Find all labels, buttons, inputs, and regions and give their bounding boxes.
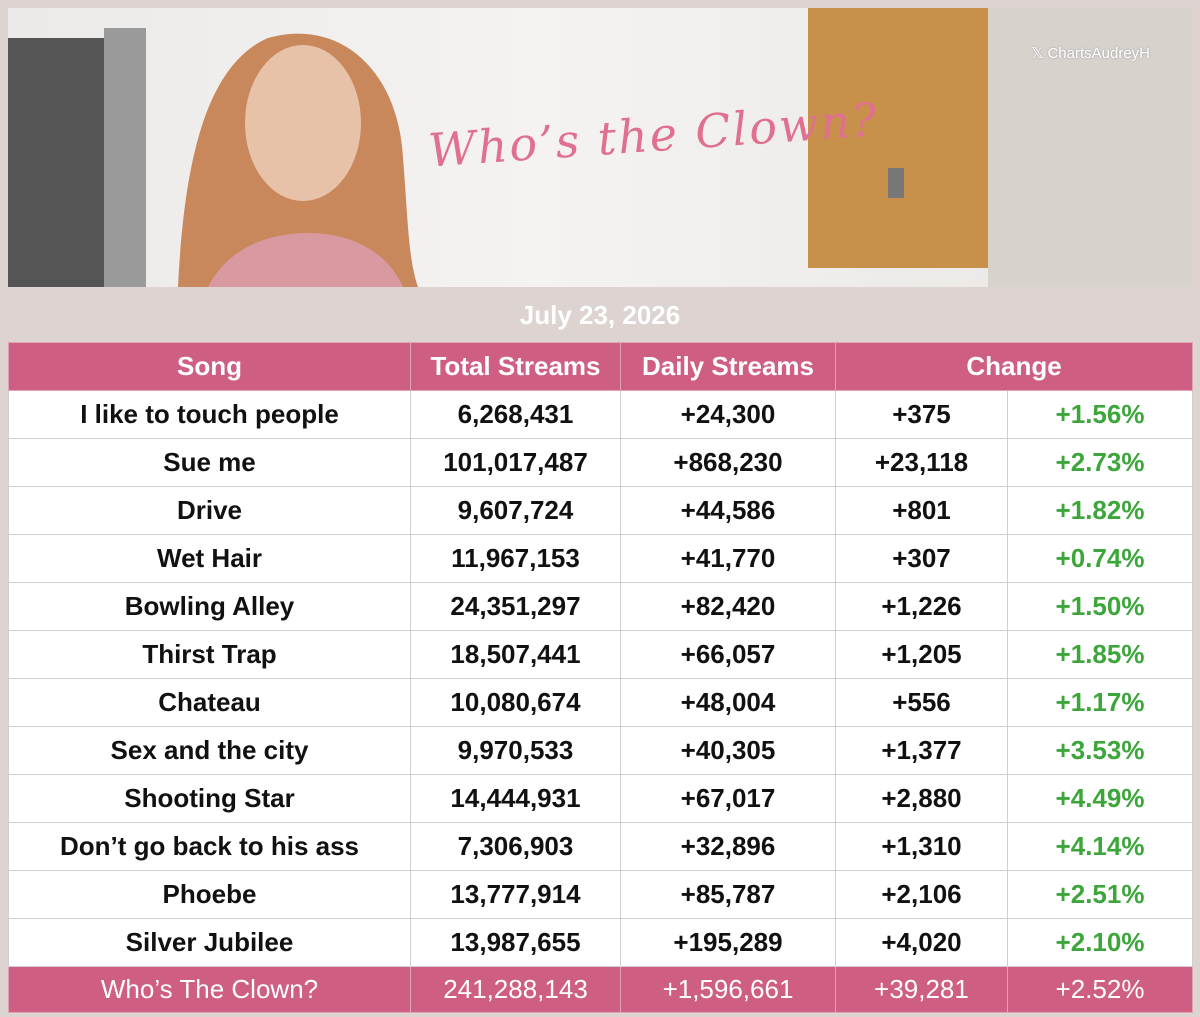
banner: Who’s the Clown? 𝕏 ChartsAudreyH (8, 8, 1192, 287)
header-row: Song Total Streams Daily Streams Change (8, 342, 1193, 391)
table-row: Drive 9,607,724 +44,586 +801 +1.82% (8, 486, 1193, 535)
value-cell: +48,004 (620, 678, 836, 727)
value-cell: +1,596,661 (620, 966, 836, 1013)
wall (988, 8, 1192, 287)
song-cell: Sue me (8, 438, 411, 487)
value-cell: 11,967,153 (410, 534, 621, 583)
value-cell: +24,300 (620, 390, 836, 439)
date: July 23, 2026 (519, 300, 681, 330)
value-cell: +1.17% (1007, 678, 1193, 727)
value-cell: +2.52% (1007, 966, 1193, 1013)
value-cell: +66,057 (620, 630, 836, 679)
value-cell: +3.53% (1007, 726, 1193, 775)
value-cell: +2.51% (1007, 870, 1193, 919)
column-header: Daily Streams (620, 342, 836, 391)
value-cell: +2.10% (1007, 918, 1193, 967)
value-cell: 6,268,431 (410, 390, 621, 439)
song-cell: I like to touch people (8, 390, 411, 439)
value-cell: 9,970,533 (410, 726, 621, 775)
table-row: Silver Jubilee 13,987,655 +195,289 +4,020 +2… (8, 918, 1193, 967)
song-cell: Chateau (8, 678, 411, 727)
song-cell: Phoebe (8, 870, 411, 919)
column-header: Change (835, 342, 1193, 391)
value-cell: 9,607,724 (410, 486, 621, 535)
value-cell: +4.14% (1007, 822, 1193, 871)
song-cell: Thirst Trap (8, 630, 411, 679)
value-cell: +375 (835, 390, 1008, 439)
value-cell: +2,106 (835, 870, 1008, 919)
value-cell: +2,880 (835, 774, 1008, 823)
face (245, 45, 361, 201)
value-cell: +23,118 (835, 438, 1008, 487)
value-cell: +85,787 (620, 870, 836, 919)
value-cell: +4,020 (835, 918, 1008, 967)
value-cell: +1,310 (835, 822, 1008, 871)
value-cell: 241,288,143 (410, 966, 621, 1013)
value-cell: 14,444,931 (410, 774, 621, 823)
watermark-text: ChartsAudreyH (1047, 45, 1150, 62)
fridge (8, 38, 108, 287)
value-cell: +0.74% (1007, 534, 1193, 583)
table-row: I like to touch people 6,268,431 +24,300 +3… (8, 390, 1193, 439)
banner-art (8, 8, 1192, 287)
value-cell: +195,289 (620, 918, 836, 967)
table-row: Sex and the city 9,970,533 +40,305 +1,377 +3… (8, 726, 1193, 775)
song-cell: Silver Jubilee (8, 918, 411, 967)
value-cell: 7,306,903 (410, 822, 621, 871)
value-cell: +1.85% (1007, 630, 1193, 679)
song-cell: Don’t go back to his ass (8, 822, 411, 871)
song-cell: Shooting Star (8, 774, 411, 823)
watermark: 𝕏 ChartsAudreyH (1031, 45, 1150, 62)
value-cell: +1,205 (835, 630, 1008, 679)
value-cell: +32,896 (620, 822, 836, 871)
value-cell: 101,017,487 (410, 438, 621, 487)
value-cell: +556 (835, 678, 1008, 727)
value-cell: +82,420 (620, 582, 836, 631)
song-cell: Sex and the city (8, 726, 411, 775)
cabinet-handle (888, 168, 904, 198)
table-row: Thirst Trap 18,507,441 +66,057 +1,205 +1.85% (8, 630, 1193, 679)
table-row: Bowling Alley 24,351,297 +82,420 +1,226 +1.5… (8, 582, 1193, 631)
value-cell: +1.82% (1007, 486, 1193, 535)
column-header: Total Streams (410, 342, 621, 391)
song-cell: Wet Hair (8, 534, 411, 583)
value-cell: +1,377 (835, 726, 1008, 775)
song-cell: Bowling Alley (8, 582, 411, 631)
value-cell: 18,507,441 (410, 630, 621, 679)
table-row: Sue me 101,017,487 +868,230 +23,118 +2.73% (8, 438, 1193, 487)
value-cell: +1.50% (1007, 582, 1193, 631)
value-cell: +2.73% (1007, 438, 1193, 487)
cabinet (808, 8, 988, 268)
value-cell: +868,230 (620, 438, 836, 487)
fridge-edge (104, 28, 146, 287)
value-cell: +40,305 (620, 726, 836, 775)
value-cell: 10,080,674 (410, 678, 621, 727)
value-cell: +4.49% (1007, 774, 1193, 823)
value-cell: 13,987,655 (410, 918, 621, 967)
value-cell: +39,281 (835, 966, 1008, 1013)
table-row: Wet Hair 11,967,153 +41,770 +307 +0.74% (8, 534, 1193, 583)
table-row: Shooting Star 14,444,931 +67,017 +2,880 +4.4… (8, 774, 1193, 823)
value-cell: 24,351,297 (410, 582, 621, 631)
table-row: Phoebe 13,777,914 +85,787 +2,106 +2.51% (8, 870, 1193, 919)
value-cell: +1,226 (835, 582, 1008, 631)
value-cell: +307 (835, 534, 1008, 583)
value-cell: +41,770 (620, 534, 836, 583)
table-row: Chateau 10,080,674 +48,004 +556 +1.17% (8, 678, 1193, 727)
total-row: Who’s The Clown? 241,288,143 +1,596,661 +39… (8, 966, 1193, 1013)
value-cell: 13,777,914 (410, 870, 621, 919)
value-cell: +801 (835, 486, 1008, 535)
value-cell: +67,017 (620, 774, 836, 823)
value-cell: +1.56% (1007, 390, 1193, 439)
song-cell: Drive (8, 486, 411, 535)
song-cell: Who’s The Clown? (8, 966, 411, 1013)
value-cell: +44,586 (620, 486, 836, 535)
stream-table: Song Total Streams Daily Streams Change I l… (8, 342, 1193, 1013)
dress (208, 233, 403, 287)
table-row: Don’t go back to his ass 7,306,903 +32,896… (8, 822, 1193, 871)
table-body: I like to touch people 6,268,431 +24,300 +3… (8, 390, 1193, 1013)
column-header: Song (8, 342, 411, 391)
